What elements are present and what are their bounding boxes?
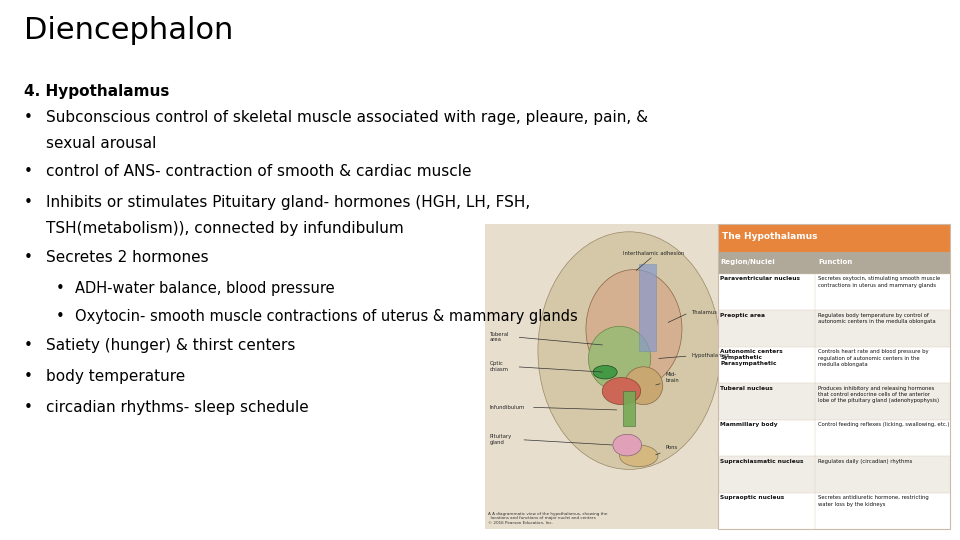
Bar <box>638 264 656 350</box>
Text: •: • <box>24 338 33 353</box>
Text: Regulates body temperature by control of
autonomic centers in the medulla oblong: Regulates body temperature by control of… <box>818 313 936 324</box>
Text: TSH(metabolism)), connected by infundibulum: TSH(metabolism)), connected by infundibu… <box>46 221 404 237</box>
Text: Preoptic area: Preoptic area <box>720 313 765 318</box>
Text: 4. Hypothalamus: 4. Hypothalamus <box>24 84 169 99</box>
Bar <box>623 391 635 426</box>
Bar <box>718 224 950 529</box>
Text: Inhibits or stimulates Pituitary gland- hormones (HGH, LH, FSH,: Inhibits or stimulates Pituitary gland- … <box>46 195 530 211</box>
Bar <box>718 274 950 310</box>
Text: Hypothalamus: Hypothalamus <box>691 354 730 359</box>
Text: Secretes antidiuretic hormone, restricting
water loss by the kidneys: Secretes antidiuretic hormone, restricti… <box>818 495 929 507</box>
Text: Oxytocin- smooth muscle contractions of uterus & mammary glands: Oxytocin- smooth muscle contractions of … <box>75 309 578 325</box>
Text: Satiety (hunger) & thirst centers: Satiety (hunger) & thirst centers <box>46 338 296 353</box>
Text: Controls heart rate and blood pressure by
regulation of autonomic centers in the: Controls heart rate and blood pressure b… <box>818 349 929 367</box>
Bar <box>718 383 950 420</box>
Ellipse shape <box>538 232 720 469</box>
Bar <box>718 224 950 252</box>
Text: control of ANS- contraction of smooth & cardiac muscle: control of ANS- contraction of smooth & … <box>46 164 471 179</box>
Bar <box>718 492 950 529</box>
Text: Secretes 2 hormones: Secretes 2 hormones <box>46 250 208 265</box>
Text: Tuberal
area: Tuberal area <box>490 332 509 342</box>
Text: Thalamus: Thalamus <box>691 310 717 315</box>
Text: Region/Nuclei: Region/Nuclei <box>720 259 776 265</box>
Ellipse shape <box>593 366 617 379</box>
Ellipse shape <box>612 434 641 456</box>
Text: The Hypothalamus: The Hypothalamus <box>723 232 818 241</box>
Text: Diencephalon: Diencephalon <box>24 16 233 45</box>
Text: circadian rhythms- sleep schedule: circadian rhythms- sleep schedule <box>46 400 309 415</box>
Text: Tuberal nucleus: Tuberal nucleus <box>720 386 774 391</box>
Ellipse shape <box>619 445 658 467</box>
Bar <box>718 347 950 383</box>
Text: Pituitary
gland: Pituitary gland <box>490 434 512 445</box>
Bar <box>718 456 950 492</box>
Text: body temperature: body temperature <box>46 369 185 384</box>
Text: Produces inhibitory and releasing hormones
that control endocrine cells of the a: Produces inhibitory and releasing hormon… <box>818 386 940 403</box>
Bar <box>718 252 950 274</box>
Text: Suprachiasmatic nucleus: Suprachiasmatic nucleus <box>720 459 804 464</box>
Text: •: • <box>24 164 33 179</box>
Bar <box>485 224 718 529</box>
Text: A A diagrammatic view of the hypothalamus, showing the
  locations and functions: A A diagrammatic view of the hypothalamu… <box>488 512 607 525</box>
Text: •: • <box>24 110 33 125</box>
Bar <box>718 224 950 529</box>
Text: Optic
chiasm: Optic chiasm <box>490 361 509 372</box>
Text: sexual arousal: sexual arousal <box>46 136 156 151</box>
Text: •: • <box>24 400 33 415</box>
Text: ADH-water balance, blood pressure: ADH-water balance, blood pressure <box>75 281 334 296</box>
Text: Infundibulum: Infundibulum <box>490 405 525 410</box>
Text: Interthalamic adhesion: Interthalamic adhesion <box>622 251 684 256</box>
Ellipse shape <box>586 269 682 388</box>
Text: Secretes oxytocin, stimulating smooth muscle
contractions in uterus and mammary : Secretes oxytocin, stimulating smooth mu… <box>818 276 941 288</box>
Text: Supraoptic nucleus: Supraoptic nucleus <box>720 495 784 501</box>
Text: Control feeding reflexes (licking, swallowing, etc.): Control feeding reflexes (licking, swall… <box>818 422 949 428</box>
Text: •: • <box>56 281 64 296</box>
Text: Mammillary body: Mammillary body <box>720 422 779 428</box>
Text: Pons: Pons <box>665 446 678 450</box>
Text: Function: Function <box>818 259 852 265</box>
Text: Regulates daily (circadian) rhythms: Regulates daily (circadian) rhythms <box>818 459 913 464</box>
Text: Subconscious control of skeletal muscle associated with rage, pleaure, pain, &: Subconscious control of skeletal muscle … <box>46 110 648 125</box>
Ellipse shape <box>588 326 651 391</box>
Bar <box>718 310 950 347</box>
Text: •: • <box>24 369 33 384</box>
Ellipse shape <box>602 377 640 404</box>
Ellipse shape <box>624 367 662 404</box>
Text: •: • <box>24 250 33 265</box>
Text: Mid-
brain: Mid- brain <box>665 372 680 383</box>
Text: •: • <box>24 195 33 211</box>
Text: Autonomic centers
Sympathetic
Parasympathetic: Autonomic centers Sympathetic Parasympat… <box>720 349 783 366</box>
Text: Paraventricular nucleus: Paraventricular nucleus <box>720 276 801 281</box>
Text: •: • <box>56 309 64 325</box>
Bar <box>718 420 950 456</box>
